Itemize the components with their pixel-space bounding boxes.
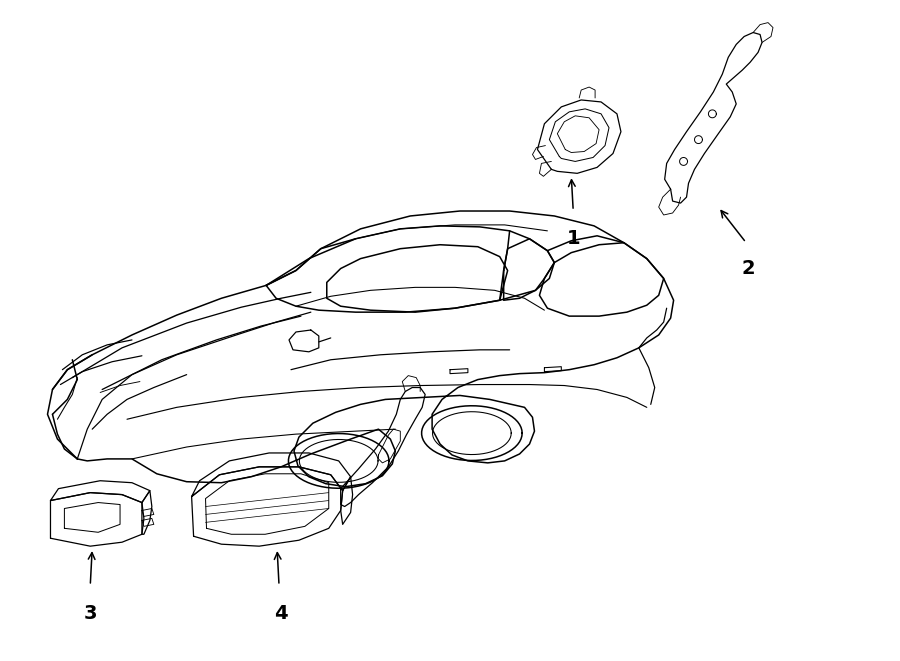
Text: 4: 4 xyxy=(274,603,288,623)
Text: 2: 2 xyxy=(742,258,755,278)
Text: 1: 1 xyxy=(566,229,580,248)
Text: 3: 3 xyxy=(84,603,97,623)
